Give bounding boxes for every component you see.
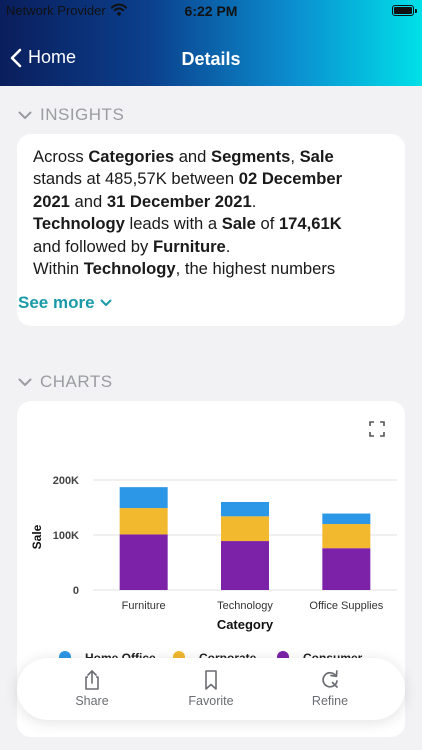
y-tick-label: 100K [53,530,79,542]
insights-text-segment: between [166,169,239,189]
insights-text-segment: stands at [33,169,105,189]
y-tick-label: 0 [73,585,79,597]
carrier-label: Network Provider [6,3,106,18]
charts-section-toggle[interactable]: CHARTS [18,372,113,392]
x-tick-label: Office Supplies [309,600,383,612]
insights-card: Across Categories and Segments, Sale stan… [17,134,405,326]
bar-segment-home-office [322,513,371,524]
bookmark-icon [205,670,217,690]
insights-line: and followed by Furniture. [33,236,393,258]
insights-text-segment: and followed by [33,236,153,256]
insights-line: stands at 485,57K between 02 December [33,168,393,190]
expand-icon[interactable] [369,421,385,437]
insights-text-segment: Within [33,259,84,279]
chevron-down-icon [18,111,32,119]
insights-section-toggle[interactable]: INSIGHTS [18,105,124,125]
bar-segment-home-office [221,502,269,517]
favorite-label: Favorite [188,694,234,708]
insights-text-segment: and [174,147,212,166]
insights-highlight: 174,61K [278,214,342,234]
bar-segment-corporate [119,508,168,535]
chevron-left-icon [10,48,22,67]
bar-segment-corporate [221,516,269,542]
bar-segment-consumer [322,548,371,590]
page-title: Details [181,49,241,69]
x-tick-label: Technology [217,600,273,612]
back-label: Home [28,47,77,67]
insights-line: Within Technology, the highest numbers [33,258,393,280]
insights-line: Across Categories and Segments, Sale [33,146,393,168]
y-tick-label: 200K [53,475,79,487]
share-label: Share [75,694,109,708]
bar-segment-corporate [322,524,371,549]
insights-highlight: Sale [299,147,334,166]
bottom-action-bar: Share Favorite Refine [17,658,405,720]
bar-segment-consumer [221,541,269,590]
chevron-down-icon [100,299,112,306]
status-bar: Network Provider 6:22 PM [0,0,422,22]
insights-line: Technology leads with a Sale of 174,61K [33,213,393,235]
refine-icon [322,670,338,688]
chevron-down-icon [18,378,32,386]
share-icon [85,670,99,690]
insights-highlight: Furniture [152,236,226,256]
x-tick-label: Furniture [122,600,166,612]
insights-line: 2021 and 31 December 2021. [33,191,393,213]
refine-label: Refine [311,694,349,708]
wifi-icon [111,3,127,16]
favorite-button[interactable]: Favorite [156,658,266,720]
status-time: 6:22 PM [184,3,238,19]
refine-button[interactable]: Refine [275,658,385,720]
insights-text-segment: of [255,214,279,234]
insights-text-segment: , the highest numbers [175,259,336,279]
see-more-label: See more [18,293,95,312]
battery-icon [392,5,417,16]
x-axis-label: Category [217,617,274,632]
insights-highlight: 31 December 2021 [106,191,252,211]
insights-highlight: 02 December [238,169,343,189]
y-axis-label: Sale [30,524,44,549]
back-button[interactable]: Home [10,47,76,68]
insights-text: Across Categories and Segments, Sale stan… [33,146,393,280]
insights-text-segment: leads with a [124,214,222,234]
see-more-button[interactable]: See more [18,293,112,313]
bar-segment-home-office [119,487,168,509]
insights-highlight: Categories [88,147,175,166]
insights-text-segment: and [69,191,107,211]
header: Network Provider 6:22 PM Home Details [0,0,422,86]
insights-highlight: 2021 [33,191,70,211]
insights-text-segment: . [251,191,257,211]
insights-highlight: Segments [211,147,291,166]
share-button[interactable]: Share [37,658,147,720]
charts-section-title: CHARTS [40,372,113,391]
insights-highlight: Technology [83,259,176,279]
insights-highlight: Technology [33,214,125,234]
insights-text-segment: . [225,236,231,256]
insights-section-title: INSIGHTS [40,105,125,124]
insights-text-segment: , [290,147,300,166]
insights-highlight: Sale [221,214,256,234]
insights-text-segment: Across [33,147,89,166]
insights-text-segment: 485,57K [104,169,167,189]
bar-segment-consumer [119,534,168,590]
